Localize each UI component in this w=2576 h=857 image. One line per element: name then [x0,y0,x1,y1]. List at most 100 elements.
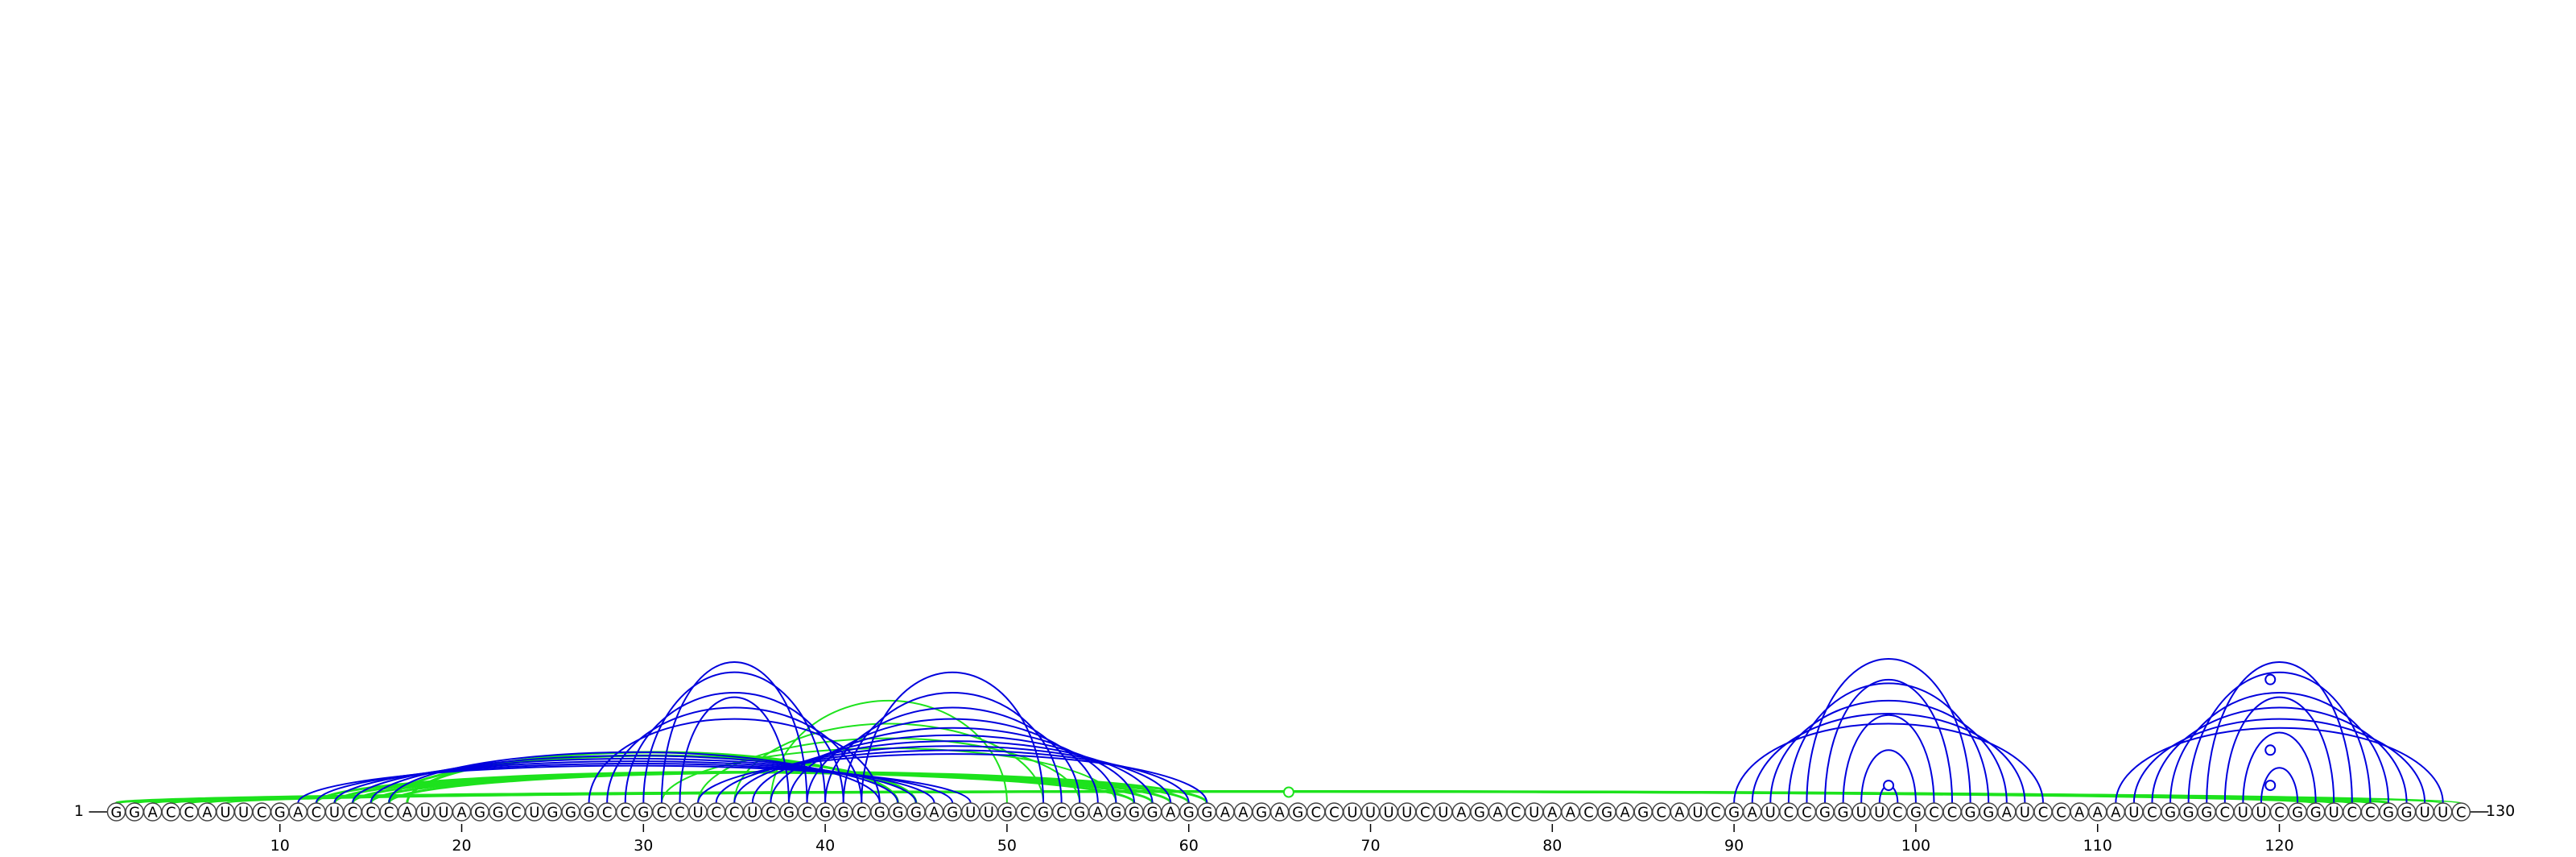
nucleotide-letter: U [1765,805,1776,822]
nucleotide-letter: A [1620,805,1630,822]
nucleotide: G [1833,802,1853,822]
axis-tick-label: 40 [815,837,835,855]
green-base-pair-arc [224,790,2462,804]
blue-base-pair-arc [388,751,881,804]
nucleotide-letter: U [1365,805,1376,822]
blue-base-pair-arc [588,718,881,804]
nucleotide-letter: G [2383,805,2394,822]
nucleotide-letter: C [1711,805,1721,822]
nucleotide-letter: G [493,805,504,822]
nucleotide: G [2396,802,2417,822]
arc-layer [115,658,2462,805]
nucleotide: U [415,802,436,822]
nucleotide: C [1942,802,1962,822]
blue-base-pair-arc [2115,727,2444,804]
nucleotide: C [379,802,398,822]
nucleotide: C [1307,802,1326,822]
nucleotide: G [1815,802,1835,822]
nucleotide-letter: U [965,805,976,822]
nucleotide-letter: A [456,805,467,822]
nucleotide: G [1179,802,1199,822]
green-base-pair-arc [351,771,1172,804]
axis-tick-label: 60 [1179,837,1199,855]
blue-base-pair-arc [2169,692,2389,804]
nucleotide: G [1979,802,1998,822]
nucleotide-letter: A [1492,805,1503,822]
nucleotide: C [2360,802,2380,822]
nucleotide: C [343,802,362,822]
nucleotide-letter: U [1529,805,1539,822]
nucleotide: A [288,802,308,822]
blue-base-pair-arc [2242,731,2317,804]
blue-base-pair-arc [2132,718,2426,804]
axis-tick-label: 110 [2083,837,2112,855]
blue-base-pair-arc [679,696,790,804]
nucleotide-letter: G [1819,805,1831,822]
blue-base-pair-arc [660,660,808,804]
nucleotide-letter: G [1601,805,1612,822]
nucleotide: A [1451,802,1472,822]
nucleotide: A [1216,802,1235,822]
nucleotide: U [1852,802,1871,822]
nucleotide: U [2252,802,2271,822]
nucleotide: U [324,802,345,822]
nucleotide: G [1724,802,1744,822]
nucleotide-letter: G [111,805,122,822]
nucleotide: A [197,802,217,822]
nucleotide: A [1488,802,1508,822]
nucleotide-letter: C [1056,805,1067,822]
nucleotide-letter: A [2074,805,2085,822]
nucleotide: U [1360,802,1381,822]
arc-apex-marker [2264,744,2277,756]
nucleotide: G [579,802,599,822]
nucleotide: U [1870,802,1889,822]
nucleotide: C [670,802,690,822]
nucleotide: U [2324,802,2344,822]
nucleotide-letter: G [2310,805,2322,822]
nucleotide: G [1142,802,1162,822]
nucleotide-letter: A [147,805,158,822]
nucleotide-letter: A [1566,805,1576,822]
blue-base-pair-arc [824,706,1081,804]
nucleotide-letter: U [1384,805,1394,822]
nucleotide: G [1070,802,1089,822]
nucleotide-letter: C [802,805,812,822]
nucleotide-letter: C [1929,805,1939,822]
nucleotide-letter: C [1583,805,1594,822]
nucleotide-letter: U [2329,805,2339,822]
nucleotide: A [1670,802,1690,822]
arc-apex-marker [1883,780,1895,792]
nucleotide-letter: U [747,805,758,822]
nucleotide: C [180,802,199,822]
nucleotide: U [979,802,999,822]
nucleotide-letter: G [1983,805,1994,822]
nucleotide-letter: U [1438,805,1448,822]
nucleotide-letter: G [1183,805,1195,822]
nucleotide-letter: C [1802,805,1812,822]
nucleotide-letter: A [2093,805,2103,822]
nucleotide: U [434,802,453,822]
nucleotide-letter: C [1784,805,1794,822]
blue-base-pair-arc [1769,699,2008,804]
nucleotide-letter: C [166,805,176,822]
nucleotide-letter: C [2038,805,2049,822]
nucleotide: U [216,802,235,822]
nucleotide: G [997,802,1017,822]
nucleotide: U [743,802,762,822]
axis-tick-label: 70 [1360,837,1380,855]
nucleotide: G [470,802,489,822]
nucleotide-letter: A [2002,805,2013,822]
nucleotide-letter: G [1637,805,1649,822]
nucleotide: U [1397,802,1417,822]
nucleotide: A [1561,802,1580,822]
nucleotide-letter: C [657,805,667,822]
nucleotide: U [2415,802,2434,822]
nucleotide-letter: G [2201,805,2212,822]
nucleotide: A [1997,802,2017,822]
nucleotide: C [852,802,872,822]
nucleotide: C [1888,802,1908,822]
nucleotide: U [2124,802,2144,822]
nucleotide: C [2142,802,2162,822]
nucleotide-letter: A [1748,805,1758,822]
nucleotide: G [561,802,580,822]
